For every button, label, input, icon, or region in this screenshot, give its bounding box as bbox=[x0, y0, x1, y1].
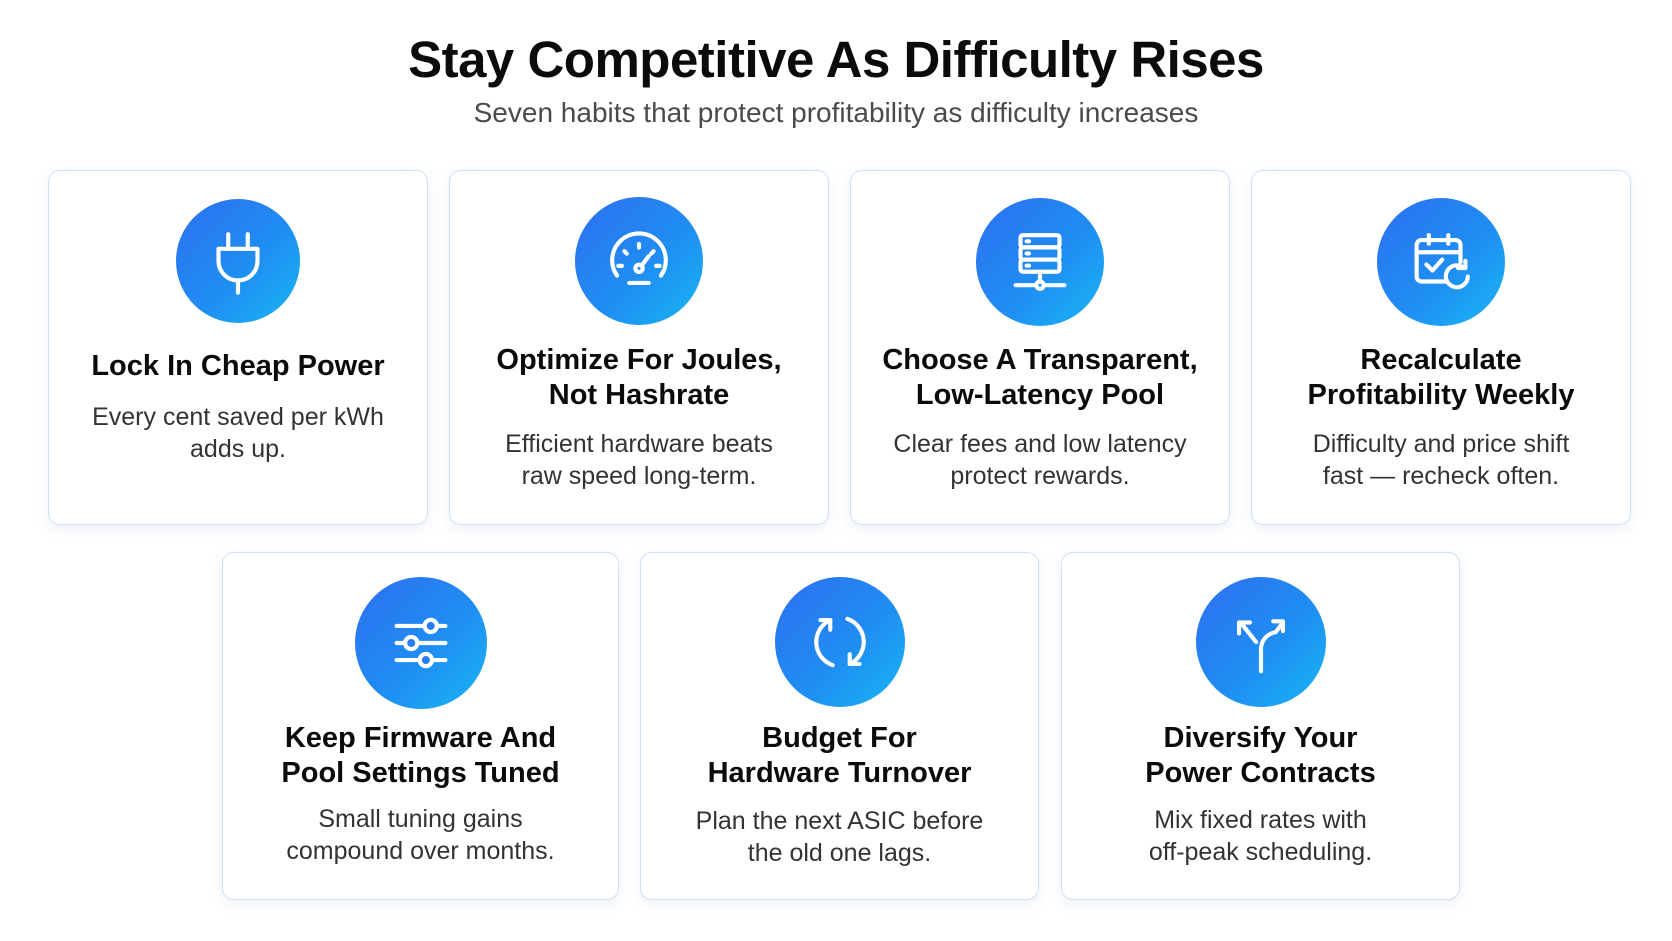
page-title: Stay Competitive As Difficulty Rises bbox=[408, 31, 1264, 88]
card-title: Recalculate Profitability Weekly bbox=[1307, 344, 1575, 411]
card-diversify-contracts: Diversify Your Power Contracts Mix fixed… bbox=[1061, 552, 1460, 900]
card-title: Optimize For Joules, Not Hashrate bbox=[496, 344, 782, 411]
refresh-cycle-icon bbox=[774, 577, 905, 707]
card-description: Mix fixed rates with off-peak scheduling… bbox=[1148, 806, 1373, 866]
card-description: Efficient hardware beats raw speed long-… bbox=[505, 430, 773, 490]
sliders-icon bbox=[354, 577, 487, 709]
card-optimize-joules: Optimize For Joules, Not Hashrate Effici… bbox=[449, 170, 829, 525]
card-title: Budget For Hardware Turnover bbox=[707, 722, 972, 789]
card-description: Small tuning gains compound over months. bbox=[286, 805, 555, 865]
split-arrows-icon bbox=[1195, 577, 1326, 707]
card-firmware-tuning: Keep Firmware And Pool Settings Tuned Sm… bbox=[222, 552, 619, 900]
page-subtitle: Seven habits that protect profitability … bbox=[473, 97, 1199, 128]
card-description: Plan the next ASIC before the old one la… bbox=[695, 807, 984, 867]
card-title: Keep Firmware And Pool Settings Tuned bbox=[281, 722, 560, 789]
card-description: Difficulty and price shift fast — rechec… bbox=[1312, 430, 1570, 490]
card-transparent-pool: Choose A Transparent, Low-Latency Pool C… bbox=[850, 170, 1230, 525]
card-hardware-turnover: Budget For Hardware Turnover Plan the ne… bbox=[640, 552, 1039, 900]
card-recalculate-profitability: Recalculate Profitability Weekly Difficu… bbox=[1251, 170, 1631, 525]
card-description: Every cent saved per kWh adds up. bbox=[92, 403, 384, 463]
card-cheap-power: Lock In Cheap Power Every cent saved per… bbox=[48, 170, 428, 525]
card-title: Choose A Transparent, Low-Latency Pool bbox=[882, 344, 1198, 411]
server-network-icon bbox=[976, 198, 1104, 326]
card-title: Lock In Cheap Power bbox=[91, 350, 385, 382]
speedometer-icon bbox=[575, 197, 703, 325]
card-description: Clear fees and low latency protect rewar… bbox=[893, 430, 1187, 490]
calendar-refresh-icon bbox=[1377, 198, 1505, 326]
power-plug-icon bbox=[176, 199, 300, 323]
card-title: Diversify Your Power Contracts bbox=[1145, 722, 1376, 789]
